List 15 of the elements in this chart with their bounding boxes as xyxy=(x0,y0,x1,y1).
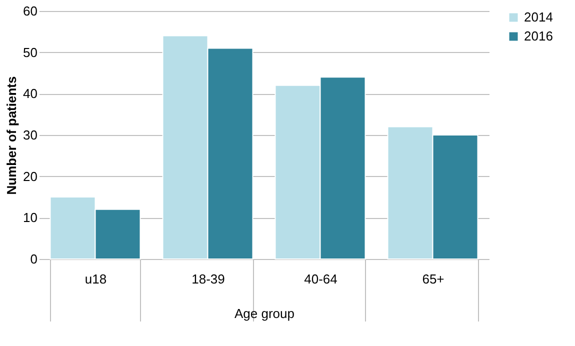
y-tick-label: 60 xyxy=(23,4,38,18)
x-tick-label: u18 xyxy=(84,272,107,286)
y-tick-label: 10 xyxy=(23,210,38,226)
x-tick-label: 18-39 xyxy=(192,272,225,286)
legend-label: 2014 xyxy=(524,10,553,24)
x-tick-label: 40-64 xyxy=(304,272,338,286)
y-tick-label: 30 xyxy=(23,128,38,142)
y-axis-title: Number of patients xyxy=(4,76,20,195)
y-tick-label: 50 xyxy=(23,44,38,60)
y-tick-label: 40 xyxy=(23,86,38,102)
y-tick-label: 0 xyxy=(30,252,38,266)
x-tick-label: 65+ xyxy=(422,272,444,286)
x-axis-title: Age group xyxy=(234,306,294,321)
legend-label: 2016 xyxy=(524,28,553,44)
y-tick-label: 20 xyxy=(23,168,38,184)
